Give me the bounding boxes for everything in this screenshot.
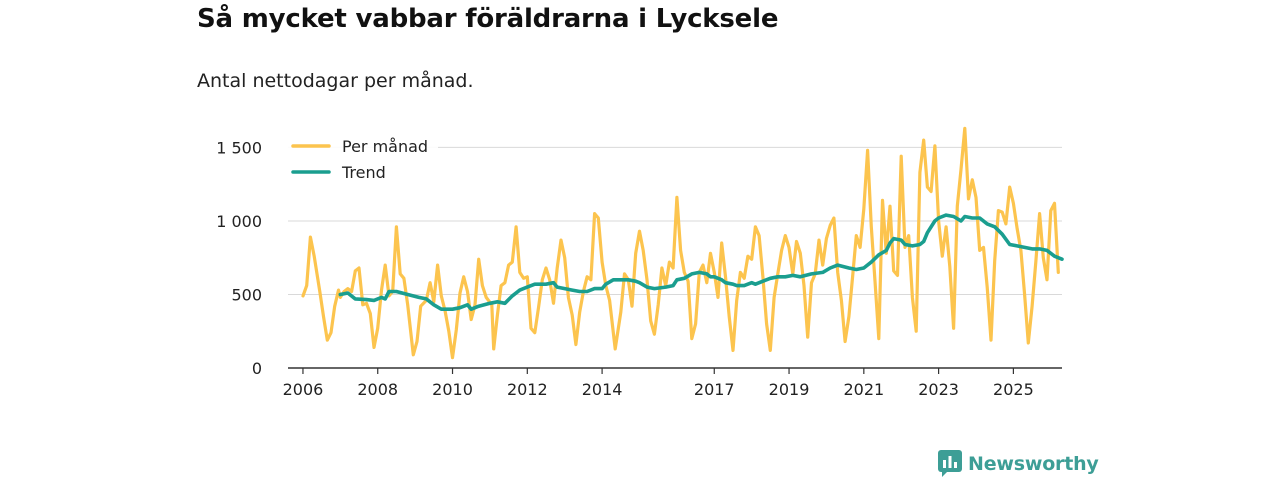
x-tick-label: 2012 [507,380,548,399]
brand-name: Newsworthy [968,453,1099,475]
y-tick-label: 1 000 [216,212,262,231]
newsworthy-logo[interactable]: Newsworthy [938,450,1099,478]
y-tick-label: 500 [231,285,262,304]
series-line-trend [338,213,1064,311]
y-tick-label: 1 500 [216,138,262,157]
y-tick-label: 0 [252,359,262,378]
series-lines [301,126,1064,360]
x-tick-label: 2006 [283,380,324,399]
x-tick-label: 2014 [582,380,623,399]
x-tick-label: 2017 [694,380,735,399]
y-axis: 0 500 1 000 1 500 [216,138,262,378]
legend-label-per-manad: Per månad [342,137,428,156]
chart-title: Så mycket vabbar föräldrarna i Lycksele [197,4,779,34]
x-tick-label: 2008 [357,380,398,399]
legend-background [286,134,438,184]
x-tick-label: 2019 [769,380,810,399]
x-axis: 2006 2008 2010 2012 2014 2017 2019 2021 2023 2025 [283,367,1062,399]
x-tick-label: 2025 [993,380,1034,399]
legend-label-trend: Trend [341,163,386,182]
series-line-per-manad [301,126,1060,360]
x-tick-label: 2023 [918,380,959,399]
newsworthy-logo-icon [938,450,962,477]
chart-subtitle: Antal nettodagar per månad. [197,70,474,92]
x-tick-label: 2021 [843,380,884,399]
legend: Per månad Trend [286,134,438,184]
x-tick-label: 2010 [432,380,473,399]
